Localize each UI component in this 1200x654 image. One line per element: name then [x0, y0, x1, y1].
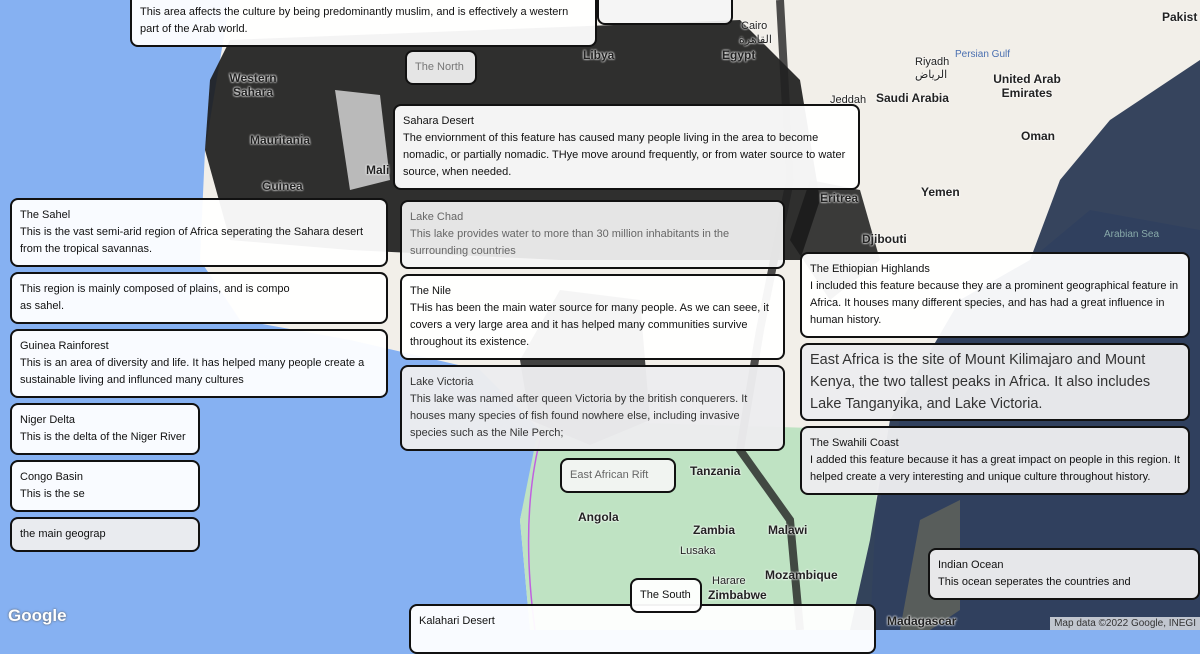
- map-label-cairo: Cairo: [741, 20, 768, 32]
- central-column: Lake Chad This lake provides water to mo…: [400, 200, 785, 451]
- info-box-body: East Africa is the site of Mount Kilimaj…: [810, 352, 1151, 412]
- info-box-lake-victoria[interactable]: Lake Victoria This lake was named after …: [400, 365, 785, 451]
- info-box-body: The enviornment of this feature has caus…: [403, 132, 846, 178]
- map-label-guinea: Guinea: [262, 179, 303, 193]
- map-attribution[interactable]: Map data ©2022 Google, INEGI: [1050, 617, 1200, 630]
- info-box-west-africa[interactable]: This region is mainly composed of plains…: [10, 272, 388, 324]
- map-label-yemen: Yemen: [921, 185, 960, 199]
- info-box-title: Niger Delta: [20, 414, 76, 426]
- info-box-guinea-rainforest[interactable]: Guinea Rainforest This is an area of div…: [10, 329, 388, 398]
- info-box-background[interactable]: [597, 0, 733, 25]
- map-label-lusaka: Lusaka: [680, 545, 716, 557]
- info-box-title: Kalahari Desert: [419, 615, 495, 627]
- info-box-body: This is the vast semi-arid region of Afr…: [20, 226, 364, 255]
- map-label-angola: Angola: [578, 510, 619, 524]
- info-box-title: Lake Chad: [410, 211, 464, 223]
- info-box-swahili-coast[interactable]: The Swahili Coast I added this feature b…: [800, 426, 1190, 495]
- map-label-mozambique: Mozambique: [765, 568, 838, 582]
- map-label-riyadh-ar: الرياض: [915, 69, 948, 81]
- info-box-body: This is the se: [20, 488, 85, 500]
- info-box-title: Congo Basin: [20, 471, 83, 483]
- map-label-zimbabwe: Zimbabwe: [708, 588, 767, 602]
- sahara-light-area: [335, 90, 390, 190]
- info-box-title: The Swahili Coast: [810, 437, 899, 449]
- info-box-body: This ocean seperates the countries and: [938, 576, 1131, 588]
- info-box-sahara-desert[interactable]: Sahara Desert The enviornment of this fe…: [393, 104, 860, 190]
- map-label-arabian-sea: Arabian Sea: [1104, 229, 1160, 240]
- info-box-east-african-rift[interactable]: East African Rift: [560, 458, 676, 493]
- info-box-title: Indian Ocean: [938, 559, 1004, 571]
- info-box-niger-delta[interactable]: Niger Delta This is the delta of the Nig…: [10, 403, 200, 455]
- info-box-body: This area affects the culture by being p…: [140, 6, 569, 35]
- map-label-persian-gulf: Persian Gulf: [955, 49, 1011, 60]
- map-label-mali: Mali: [366, 163, 390, 177]
- info-box-body: This lake provides water to more than 30…: [410, 228, 730, 257]
- info-box-central-africa[interactable]: the main geograp: [10, 517, 200, 552]
- map-label-western-sahara: Western Sahara: [229, 71, 277, 99]
- info-box-the-north[interactable]: The North: [405, 50, 477, 85]
- map-label-madagascar: Madagascar: [887, 614, 957, 628]
- info-box-title: The Sahel: [20, 209, 71, 221]
- west-column: The Sahel This is the vast semi-arid reg…: [10, 198, 388, 552]
- info-box-body: I added this feature because it has a gr…: [810, 454, 1180, 483]
- info-box-the-sahel[interactable]: The Sahel This is the vast semi-arid reg…: [10, 198, 388, 267]
- info-box-body: This is an area of diversity and life. I…: [20, 357, 365, 386]
- map-label-oman: Oman: [1021, 129, 1056, 143]
- info-box-body: THis has been the main water source for …: [410, 302, 769, 348]
- info-box-indian-ocean[interactable]: Indian Ocean This ocean seperates the co…: [928, 548, 1200, 600]
- info-box-the-nile[interactable]: The Nile THis has been the main water so…: [400, 274, 785, 360]
- info-box-title: Sahara Desert: [403, 115, 474, 127]
- info-box-body: This lake was named after queen Victoria…: [410, 393, 748, 439]
- info-box-title: Guinea Rainforest: [20, 340, 109, 352]
- info-box-title: Lake Victoria: [410, 376, 474, 388]
- info-box-body: This is the delta of the Niger River: [20, 431, 186, 443]
- map-label-djibouti: Djibouti: [862, 232, 907, 246]
- info-box-title: East African Rift: [570, 469, 649, 481]
- info-box-body: the main geograp: [20, 528, 106, 540]
- map-label-egypt: Egypt: [722, 48, 756, 62]
- map-label-pakistan: Pakist: [1162, 10, 1198, 24]
- info-box-lake-chad[interactable]: Lake Chad This lake provides water to mo…: [400, 200, 785, 269]
- map-label-eritrea: Eritrea: [820, 191, 859, 205]
- map-label-malawi: Malawi: [768, 523, 808, 537]
- east-column: The Ethiopian Highlands I included this …: [800, 252, 1190, 495]
- map-label-tanzania: Tanzania: [690, 464, 741, 478]
- info-box-the-south[interactable]: The South: [630, 578, 702, 613]
- info-box-title: The North: [415, 61, 464, 73]
- map-label-mauritania: Mauritania: [250, 133, 311, 147]
- map-label-uae: United Arab Emirates: [993, 72, 1061, 100]
- info-box-body: I included this feature because they are…: [810, 280, 1179, 326]
- map-label-libya: Libya: [583, 48, 615, 62]
- google-logo: Google: [8, 606, 67, 625]
- map-label-riyadh: Riyadh: [915, 56, 950, 68]
- map-label-jeddah: Jeddah: [830, 94, 867, 106]
- info-box-title: The South: [640, 589, 691, 601]
- info-box-east-africa[interactable]: East Africa is the site of Mount Kilimaj…: [800, 343, 1190, 421]
- map-label-zambia: Zambia: [693, 523, 736, 537]
- info-box-title: The Nile: [410, 285, 451, 297]
- info-box-body-continued: as sahel.: [20, 300, 65, 312]
- info-box-north-africa[interactable]: This area affects the culture by being p…: [130, 0, 597, 47]
- info-box-title: The Ethiopian Highlands: [810, 263, 930, 275]
- info-box-body: This region is mainly composed of plains…: [20, 283, 290, 295]
- info-box-ethiopian-highlands[interactable]: The Ethiopian Highlands I included this …: [800, 252, 1190, 338]
- map-label-harare: Harare: [712, 575, 746, 587]
- map-label-cairo-ar: القاهرة: [739, 34, 772, 46]
- info-box-congo-basin[interactable]: Congo Basin This is the se: [10, 460, 200, 512]
- map-label-saudi-arabia: Saudi Arabia: [876, 91, 949, 105]
